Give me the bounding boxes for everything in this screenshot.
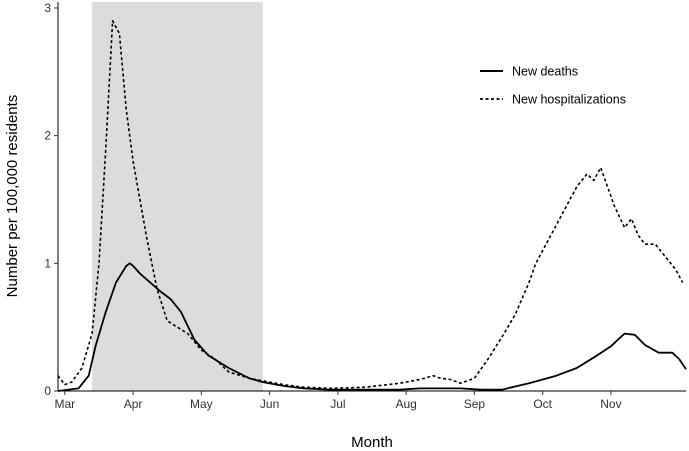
shaded-region-layer <box>92 2 263 391</box>
x-axis-title: Month <box>351 434 393 451</box>
legend: New deaths New hospitalizations <box>480 65 626 107</box>
shaded-period <box>92 2 263 391</box>
x-tick-label: Sep <box>464 397 486 411</box>
x-tick-label: May <box>190 397 213 411</box>
y-axis-title: Number per 100,000 residents <box>4 95 21 298</box>
y-tick-label: 3 <box>44 1 51 15</box>
tick-labels: 0 1 2 3 Mar Apr May Jun Jul Aug Sep Oct Nov <box>44 1 621 411</box>
y-tick-label: 1 <box>44 256 51 270</box>
y-tick-label: 2 <box>44 129 51 143</box>
y-tick-label: 0 <box>44 384 51 398</box>
x-tick-label: Aug <box>395 397 416 411</box>
series-layer <box>57 19 687 392</box>
x-tick-label: Mar <box>54 397 75 411</box>
legend-label-new-hospitalizations: New hospitalizations <box>512 93 626 107</box>
x-tick-label: Jul <box>330 397 345 411</box>
x-tick-label: Apr <box>124 397 143 411</box>
axes <box>54 2 686 395</box>
x-tick-label: Oct <box>533 397 552 411</box>
series-line-new-hospitalizations <box>57 19 684 390</box>
x-tick-label: Nov <box>600 397 621 411</box>
x-tick-label: Jun <box>260 397 279 411</box>
series-line-new-deaths <box>57 262 687 392</box>
legend-label-new-deaths: New deaths <box>512 65 578 79</box>
